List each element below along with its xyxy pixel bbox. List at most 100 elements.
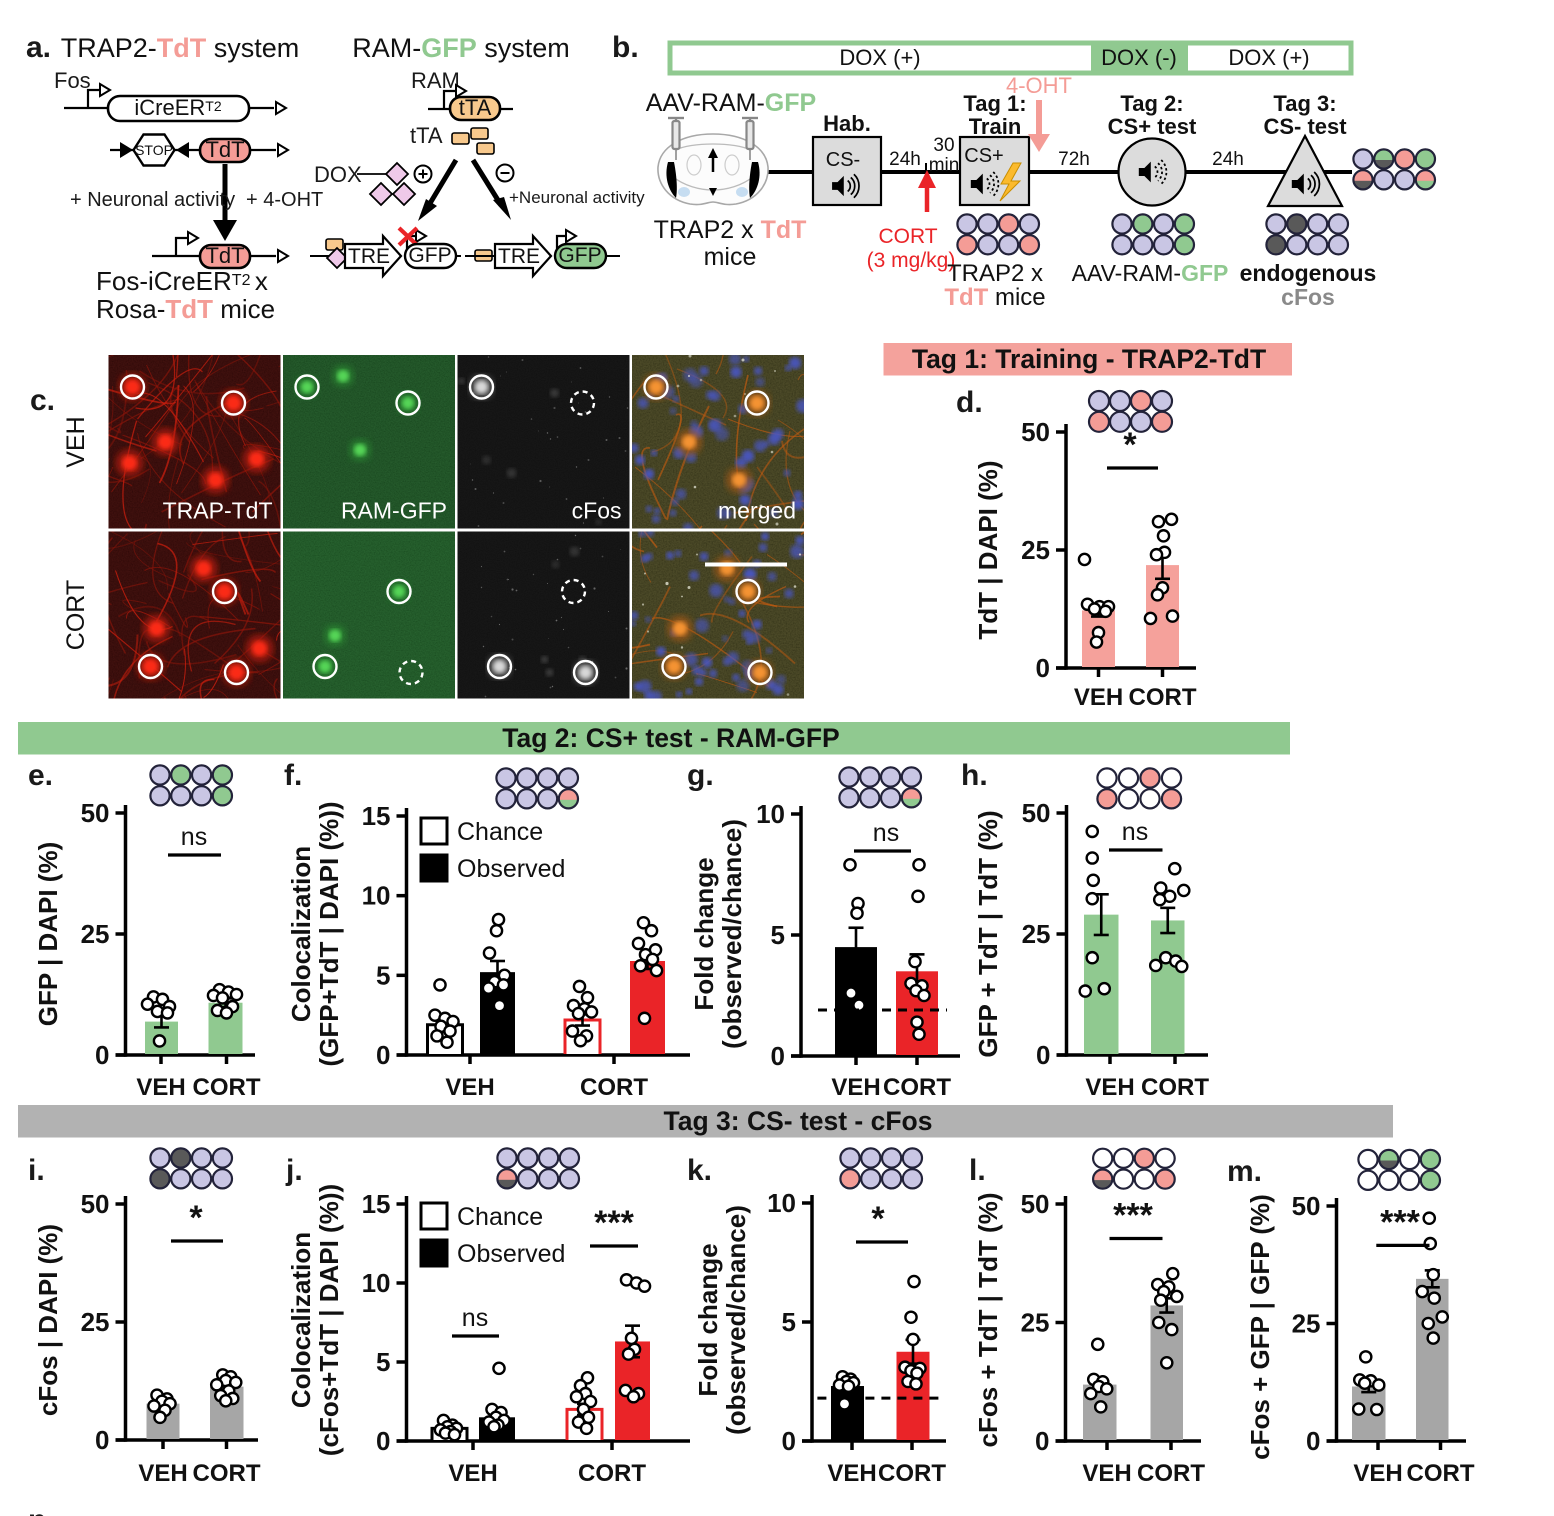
svg-text:15: 15 bbox=[362, 801, 391, 831]
svg-text:VEH: VEH bbox=[1353, 1460, 1402, 1487]
svg-text:j.: j. bbox=[285, 1154, 303, 1187]
svg-text:Tag 1: Training - TRAP2-TdT: Tag 1: Training - TRAP2-TdT bbox=[912, 344, 1266, 374]
svg-text:72h: 72h bbox=[1058, 149, 1090, 170]
svg-text:0: 0 bbox=[1035, 1426, 1049, 1456]
svg-text:10: 10 bbox=[362, 881, 391, 911]
svg-text:10: 10 bbox=[756, 799, 785, 829]
svg-text:Observed: Observed bbox=[457, 1240, 565, 1268]
svg-text:50: 50 bbox=[1021, 417, 1050, 447]
svg-text:Observed: Observed bbox=[457, 855, 565, 883]
svg-text:RAM: RAM bbox=[411, 68, 460, 93]
svg-text:25: 25 bbox=[1022, 919, 1051, 949]
svg-text:Chance: Chance bbox=[457, 818, 543, 846]
svg-text:25: 25 bbox=[1021, 535, 1050, 565]
svg-text:0: 0 bbox=[771, 1041, 785, 1071]
svg-text:VEH: VEH bbox=[445, 1074, 494, 1101]
svg-text:50: 50 bbox=[81, 798, 110, 828]
svg-text:Tag 1:: Tag 1: bbox=[963, 91, 1026, 116]
svg-text:CORT: CORT bbox=[62, 580, 90, 650]
svg-text:25: 25 bbox=[81, 919, 110, 949]
svg-text:h.: h. bbox=[961, 759, 988, 792]
svg-text:TRE: TRE bbox=[498, 245, 540, 268]
svg-text:+ Neuronal activity: + Neuronal activity bbox=[70, 189, 235, 211]
svg-text:cFos: cFos bbox=[1281, 284, 1335, 310]
svg-text:ns: ns bbox=[462, 1304, 488, 1332]
svg-text:VEH: VEH bbox=[62, 416, 90, 467]
svg-text:cFos + TdT | TdT (%): cFos + TdT | TdT (%) bbox=[973, 1193, 1003, 1448]
svg-text:CS-: CS- bbox=[826, 149, 860, 171]
svg-text:TdT mice: TdT mice bbox=[944, 284, 1045, 311]
svg-text:0: 0 bbox=[1036, 653, 1050, 683]
svg-text:5: 5 bbox=[782, 1307, 796, 1337]
svg-text:GFP: GFP bbox=[558, 244, 601, 267]
svg-text:0: 0 bbox=[95, 1040, 109, 1070]
svg-text:TdT: TdT bbox=[205, 137, 244, 162]
svg-text:merged: merged bbox=[718, 498, 796, 524]
svg-text:STOP: STOP bbox=[135, 142, 173, 158]
svg-text:GFP: GFP bbox=[408, 244, 451, 267]
svg-text:50: 50 bbox=[1021, 1189, 1050, 1219]
svg-text:4-OHT: 4-OHT bbox=[1006, 73, 1072, 98]
svg-text:VEH: VEH bbox=[827, 1460, 876, 1487]
svg-text:***: *** bbox=[594, 1204, 634, 1242]
svg-text:VEH: VEH bbox=[1074, 684, 1123, 711]
svg-text:tTA: tTA bbox=[410, 123, 443, 148]
svg-text:i.: i. bbox=[28, 1154, 45, 1187]
svg-text:l.: l. bbox=[969, 1154, 986, 1187]
svg-text:TRAP2-TdT system: TRAP2-TdT system bbox=[61, 33, 300, 63]
svg-text:TdT | DAPI (%): TdT | DAPI (%) bbox=[973, 460, 1003, 639]
svg-text:Fold change: Fold change bbox=[689, 857, 719, 1010]
svg-text:DOX (+): DOX (+) bbox=[1228, 45, 1309, 70]
svg-text:GFP + TdT | TdT (%): GFP + TdT | TdT (%) bbox=[973, 810, 1003, 1057]
svg-text:24h: 24h bbox=[889, 149, 921, 170]
svg-text:*: * bbox=[1123, 426, 1137, 464]
svg-text:CORT: CORT bbox=[578, 1460, 646, 1487]
svg-text:Colocalization: Colocalization bbox=[286, 1232, 316, 1408]
svg-text:Tag 3:: Tag 3: bbox=[1273, 91, 1336, 116]
svg-text:15: 15 bbox=[362, 1189, 391, 1219]
svg-text:ns: ns bbox=[873, 819, 899, 847]
svg-text:b.: b. bbox=[612, 31, 639, 64]
svg-text:*: * bbox=[871, 1200, 885, 1238]
svg-text:n.: n. bbox=[28, 1504, 55, 1516]
svg-text:c.: c. bbox=[30, 384, 55, 417]
svg-text:0: 0 bbox=[782, 1426, 796, 1456]
svg-text:CORT: CORT bbox=[1407, 1460, 1475, 1487]
svg-text:Rosa-TdT mice: Rosa-TdT mice bbox=[96, 294, 275, 324]
svg-text:f.: f. bbox=[284, 759, 302, 792]
svg-text:+ 4-OHT: + 4-OHT bbox=[246, 189, 323, 211]
svg-text:cFos | DAPI (%): cFos | DAPI (%) bbox=[33, 1224, 63, 1416]
svg-text:+Neuronal activity: +Neuronal activity bbox=[509, 188, 645, 207]
svg-text:CORT: CORT bbox=[1137, 1460, 1205, 1487]
svg-text:0: 0 bbox=[376, 1040, 390, 1070]
svg-text:VEH: VEH bbox=[138, 1460, 187, 1487]
svg-text:m.: m. bbox=[1227, 1155, 1262, 1188]
svg-text:(cFos+TdT | DAPI (%)): (cFos+TdT | DAPI (%)) bbox=[314, 1184, 344, 1456]
svg-text:***: *** bbox=[1113, 1197, 1153, 1235]
svg-text:a.: a. bbox=[26, 31, 51, 64]
svg-text:tTA: tTA bbox=[459, 95, 492, 120]
svg-text:25: 25 bbox=[1292, 1309, 1321, 1339]
svg-text:Train: Train bbox=[969, 114, 1022, 139]
svg-text:CORT: CORT bbox=[193, 1460, 261, 1487]
svg-text:10: 10 bbox=[767, 1188, 796, 1218]
svg-text:CORT: CORT bbox=[1129, 684, 1197, 711]
svg-text:(observed/chance): (observed/chance) bbox=[717, 819, 747, 1049]
svg-text:AAV-RAM-GFP: AAV-RAM-GFP bbox=[1072, 260, 1229, 286]
svg-text:Fos: Fos bbox=[54, 68, 91, 93]
svg-text:DOX: DOX bbox=[314, 162, 362, 187]
svg-text:CS+: CS+ bbox=[964, 145, 1003, 167]
svg-text:g.: g. bbox=[687, 759, 714, 792]
svg-text:50: 50 bbox=[1022, 798, 1051, 828]
svg-text:VEH: VEH bbox=[136, 1074, 185, 1101]
svg-text:CORT: CORT bbox=[878, 225, 937, 248]
svg-text:(GFP+TdT | DAPI (%)): (GFP+TdT | DAPI (%)) bbox=[314, 801, 344, 1066]
svg-text:5: 5 bbox=[376, 960, 390, 990]
svg-text:ns: ns bbox=[1122, 818, 1148, 846]
svg-text:CORT: CORT bbox=[878, 1460, 946, 1487]
svg-text:TdT: TdT bbox=[205, 243, 244, 268]
svg-text:0: 0 bbox=[95, 1425, 109, 1455]
svg-text:CORT: CORT bbox=[1141, 1074, 1209, 1101]
svg-text:Colocalization: Colocalization bbox=[286, 846, 316, 1022]
svg-text:mice: mice bbox=[704, 243, 757, 271]
